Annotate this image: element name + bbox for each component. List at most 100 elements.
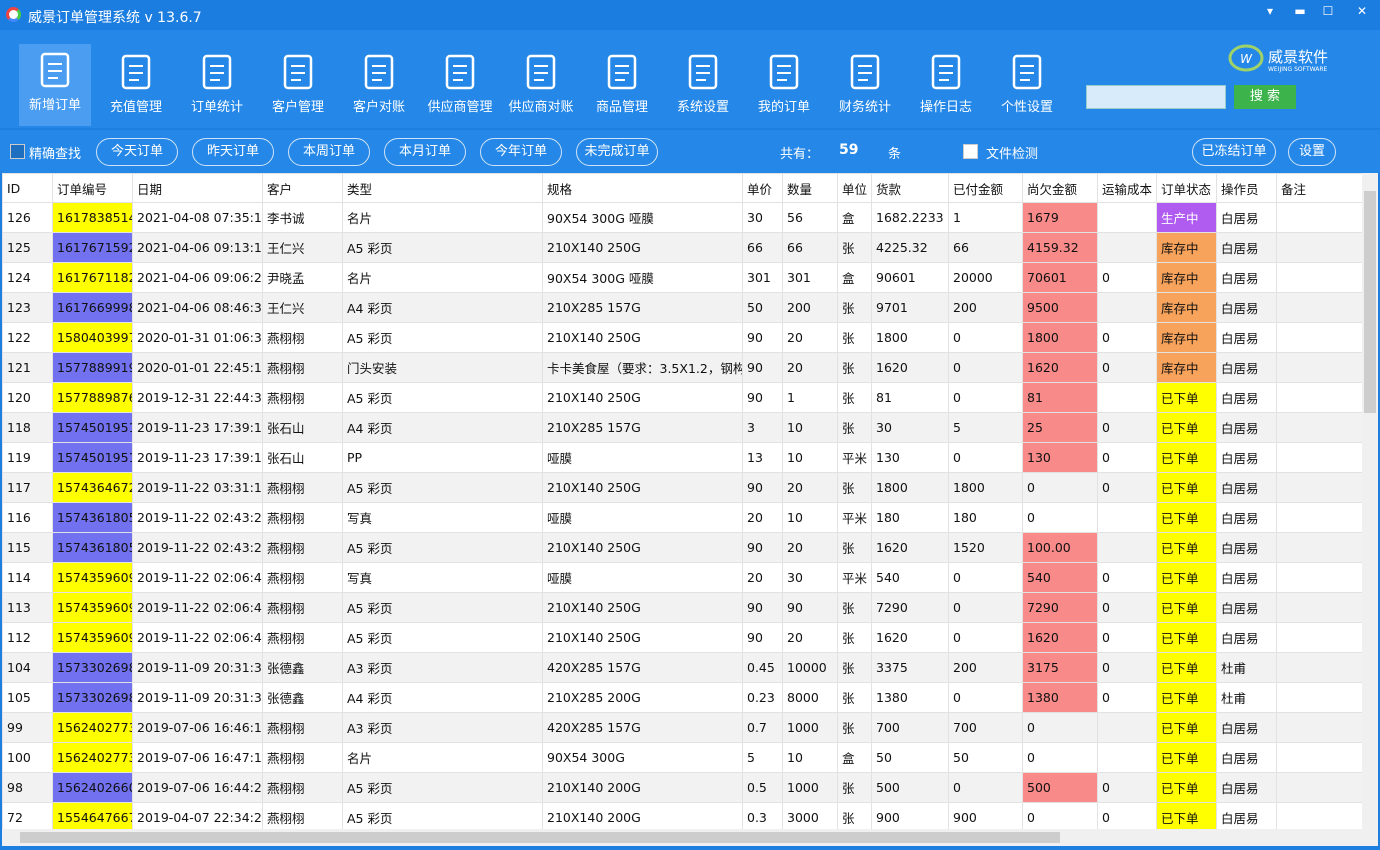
toolbar-button[interactable]: 个性设置: [991, 46, 1063, 124]
scroll-thumb[interactable]: [20, 832, 1060, 843]
table-row[interactable]: 11215743596092019-11-22 02:06:49燕栩栩A5 彩页…: [3, 623, 1363, 653]
horizontal-scrollbar[interactable]: [2, 829, 1378, 846]
table-cell: [1098, 713, 1157, 743]
exact-checkbox[interactable]: [10, 144, 25, 159]
column-header[interactable]: 尚欠金额: [1023, 174, 1098, 203]
column-header[interactable]: 操作员: [1217, 174, 1277, 203]
filter-button[interactable]: 今天订单: [96, 138, 178, 166]
table-cell: A3 彩页: [343, 713, 543, 743]
filter-button[interactable]: 今年订单: [480, 138, 562, 166]
table-row[interactable]: 11415743596092019-11-22 02:06:49燕栩栩写真哑膜2…: [3, 563, 1363, 593]
table-row[interactable]: 11915745019512019-11-23 17:39:11张石山PP哑膜1…: [3, 443, 1363, 473]
toolbar-button[interactable]: 操作日志: [910, 46, 982, 124]
toolbar-icon: [1004, 52, 1050, 92]
column-header[interactable]: 已付金额: [949, 174, 1023, 203]
table-cell: 66: [949, 233, 1023, 263]
table-row[interactable]: 7215546476672019-04-07 22:34:27燕栩栩A5 彩页2…: [3, 803, 1363, 830]
column-header[interactable]: 日期: [133, 174, 263, 203]
table-cell: 210X140 250G: [543, 383, 743, 413]
table-cell: 平米: [838, 443, 872, 473]
column-header[interactable]: 数量: [783, 174, 838, 203]
table-cell: 2020-01-31 01:06:37: [133, 323, 263, 353]
minimize-button[interactable]: ▬: [1288, 4, 1312, 22]
toolbar-button[interactable]: 客户对账: [343, 46, 415, 124]
column-header[interactable]: 订单状态: [1157, 174, 1217, 203]
table-row[interactable]: 10415733026982019-11-09 20:31:38张德鑫A3 彩页…: [3, 653, 1363, 683]
table-cell: 90: [743, 323, 783, 353]
toolbar-button[interactable]: 订单统计: [181, 46, 253, 124]
table-row[interactable]: 11715743646722019-11-22 03:31:12燕栩栩A5 彩页…: [3, 473, 1363, 503]
table-cell: 1620: [872, 623, 949, 653]
toolbar-button[interactable]: 客户管理: [262, 46, 334, 124]
file-check-checkbox[interactable]: [963, 144, 978, 159]
table-row[interactable]: 12015778898762019-12-31 22:44:36燕栩栩A5 彩页…: [3, 383, 1363, 413]
column-header[interactable]: 单位: [838, 174, 872, 203]
filter-button[interactable]: 未完成订单: [576, 138, 658, 166]
toolbar-button[interactable]: 供应商对账: [505, 46, 577, 124]
table-row[interactable]: 12616178385142021-04-08 07:35:14李书诚名片90X…: [3, 203, 1363, 233]
window-title: 威景订单管理系统 v 13.6.7: [28, 7, 202, 27]
scroll-thumb[interactable]: [1364, 191, 1376, 413]
table-row[interactable]: 12516176715922021-04-06 09:13:12王仁兴A5 彩页…: [3, 233, 1363, 263]
vertical-scrollbar[interactable]: [1362, 173, 1378, 829]
filter-button[interactable]: 本周订单: [288, 138, 370, 166]
table-cell: A5 彩页: [343, 323, 543, 353]
toolbar-button[interactable]: 财务统计: [829, 46, 901, 124]
table-cell: 已下单: [1157, 473, 1217, 503]
table-cell: [1277, 803, 1363, 830]
table-row[interactable]: 12115778899192020-01-01 22:45:19燕栩栩门头安装卡…: [3, 353, 1363, 383]
table-row[interactable]: 9815624026602019-07-06 16:44:20燕栩栩A5 彩页2…: [3, 773, 1363, 803]
table-cell: 0: [1098, 263, 1157, 293]
table-row[interactable]: 11815745019512019-11-23 17:39:11张石山A4 彩页…: [3, 413, 1363, 443]
column-header[interactable]: 类型: [343, 174, 543, 203]
toolbar-button[interactable]: 充值管理: [100, 46, 172, 124]
column-header[interactable]: ID: [3, 174, 53, 203]
search-button[interactable]: 搜 索: [1234, 85, 1296, 109]
table-row[interactable]: 10515733026982019-11-09 20:31:38张德鑫A4 彩页…: [3, 683, 1363, 713]
column-header[interactable]: 订单编号: [53, 174, 133, 203]
table-row[interactable]: 12316176699982021-04-06 08:46:38王仁兴A4 彩页…: [3, 293, 1363, 323]
table-cell: 杜甫: [1217, 683, 1277, 713]
toolbar-button[interactable]: 供应商管理: [424, 46, 496, 124]
table-cell: 301: [783, 263, 838, 293]
column-header[interactable]: 单价: [743, 174, 783, 203]
frozen-orders-button[interactable]: 已冻结订单: [1192, 138, 1276, 166]
table-cell: 130: [872, 443, 949, 473]
table-row[interactable]: 10015624027732019-07-06 16:47:16燕栩栩名片90X…: [3, 743, 1363, 773]
menu-button[interactable]: ▾: [1258, 4, 1282, 22]
table-cell: 写真: [343, 503, 543, 533]
table-cell: 张: [838, 533, 872, 563]
toolbar-button[interactable]: 我的订单: [748, 46, 820, 124]
column-header[interactable]: 客户: [263, 174, 343, 203]
table-row[interactable]: 9915624027732019-07-06 16:46:13燕栩栩A3 彩页4…: [3, 713, 1363, 743]
table-row[interactable]: 11315743596092019-11-22 02:06:49燕栩栩A5 彩页…: [3, 593, 1363, 623]
filter-button[interactable]: 本月订单: [384, 138, 466, 166]
table-row[interactable]: 12215804039972020-01-31 01:06:37燕栩栩A5 彩页…: [3, 323, 1363, 353]
count-unit: 条: [888, 143, 901, 162]
table-cell: 1800: [1023, 323, 1098, 353]
table-cell: 2019-07-06 16:47:16: [133, 743, 263, 773]
table-cell: 200: [949, 293, 1023, 323]
table-cell: 1580403997: [53, 323, 133, 353]
table-cell: 张: [838, 773, 872, 803]
table-row[interactable]: 11615743618052019-11-22 02:43:25燕栩栩写真哑膜2…: [3, 503, 1363, 533]
column-header[interactable]: 运输成本: [1098, 174, 1157, 203]
table-cell: 50: [872, 743, 949, 773]
toolbar-button[interactable]: 商品管理: [586, 46, 658, 124]
toolbar-button[interactable]: 系统设置: [667, 46, 739, 124]
column-header[interactable]: 备注: [1277, 174, 1363, 203]
close-button[interactable]: ✕: [1350, 4, 1374, 22]
maximize-button[interactable]: ☐: [1316, 4, 1340, 22]
settings-button[interactable]: 设置: [1288, 138, 1336, 166]
table-cell: A4 彩页: [343, 293, 543, 323]
table-row[interactable]: 12416176711822021-04-06 09:06:22尹晓孟名片90X…: [3, 263, 1363, 293]
table-cell: [1277, 773, 1363, 803]
toolbar-button[interactable]: 新增订单: [19, 44, 91, 126]
filter-button[interactable]: 昨天订单: [192, 138, 274, 166]
table-row[interactable]: 11515743618052019-11-22 02:43:25燕栩栩A5 彩页…: [3, 533, 1363, 563]
table-cell: [1277, 683, 1363, 713]
column-header[interactable]: 规格: [543, 174, 743, 203]
table-cell: 名片: [343, 263, 543, 293]
column-header[interactable]: 货款: [872, 174, 949, 203]
search-input[interactable]: [1086, 85, 1226, 109]
